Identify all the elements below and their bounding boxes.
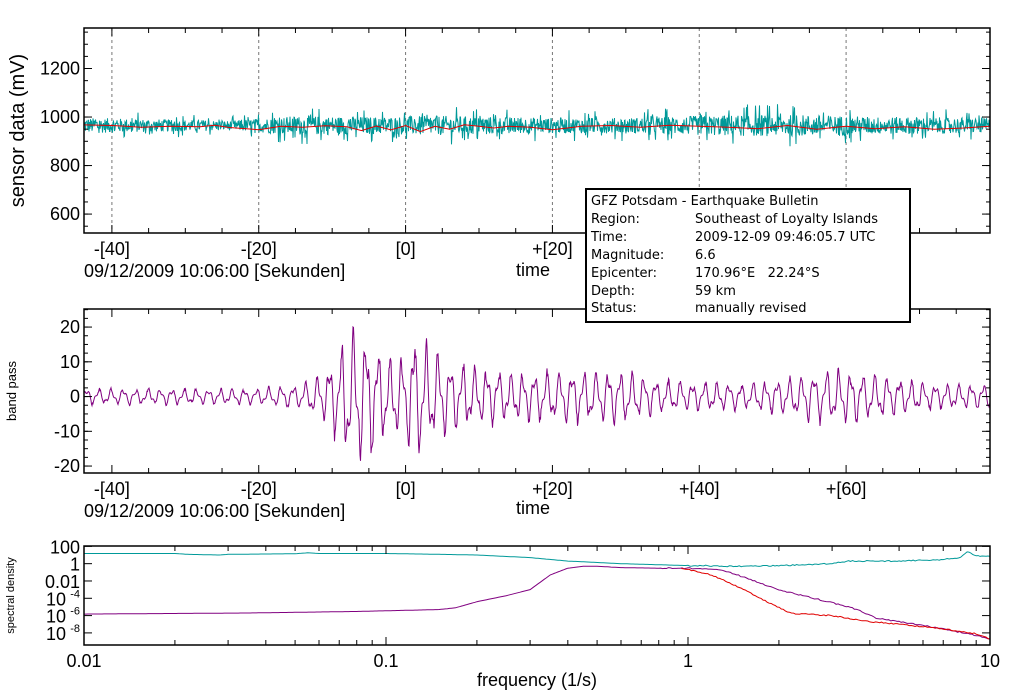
x-tick-label: +[20] bbox=[532, 479, 573, 499]
bulletin-key: Depth: bbox=[591, 283, 635, 299]
y-tick-label: -10 bbox=[54, 421, 80, 441]
y-tick-label: -20 bbox=[54, 456, 80, 476]
y-tick-label: 1000 bbox=[40, 107, 80, 127]
y-tick-label: 1 bbox=[70, 555, 80, 575]
x-tick-label: 0.1 bbox=[373, 651, 398, 671]
y-axis-label: spectral density bbox=[5, 557, 17, 634]
x-tick-label: -[40] bbox=[94, 239, 130, 259]
bulletin-value: 59 km bbox=[695, 283, 736, 299]
x-tick-label: -[20] bbox=[241, 479, 277, 499]
series-group bbox=[84, 551, 990, 640]
earthquake-bulletin-box: GFZ Potsdam - Earthquake Bulletin Region… bbox=[585, 188, 911, 323]
raw-sensor-panel: -[40] -[20] [0] +[20] 600 800 1000 1200 sensor d… bbox=[7, 27, 991, 281]
x-tick-label: [0] bbox=[396, 479, 416, 499]
x-axis-label: time bbox=[516, 260, 550, 280]
x-tick-label: [0] bbox=[396, 239, 416, 259]
y-tick-label-exponent: -6 bbox=[70, 606, 80, 618]
y-tick-label: 0.01 bbox=[45, 572, 80, 592]
date-label: 09/12/2009 10:06:00 [Sekunden] bbox=[84, 501, 345, 521]
plot-frame bbox=[83, 545, 991, 646]
bulletin-key: Region: bbox=[591, 211, 640, 227]
bulletin-value: 6.6 bbox=[695, 247, 716, 263]
y-tick-label: 0 bbox=[70, 387, 80, 407]
x-tick-label: 0.01 bbox=[66, 651, 101, 671]
x-axis-label: frequency (1/s) bbox=[477, 670, 597, 690]
plot-frame bbox=[83, 308, 991, 474]
x-tick-label: 1 bbox=[683, 651, 693, 671]
series-line-band-pass-spectrum bbox=[84, 565, 990, 640]
y-tick-label: 20 bbox=[60, 317, 80, 337]
x-tick-label: +[60] bbox=[826, 479, 867, 499]
bulletin-row-region: Region: Southeast of Loyalty Islands bbox=[591, 211, 909, 229]
series-line-band-pass bbox=[84, 325, 990, 461]
y-tick-label-exponent: -8 bbox=[70, 623, 80, 635]
y-tick-label-base: 10 bbox=[46, 607, 66, 627]
bulletin-key: Magnitude: bbox=[591, 247, 665, 263]
bulletin-row-time: Time: 2009-12-09 09:46:05.7 UTC bbox=[591, 229, 909, 247]
y-tick-label-base: 10 bbox=[46, 589, 66, 609]
bulletin-key: Time: bbox=[591, 229, 628, 245]
bulletin-row-depth: Depth: 59 km bbox=[591, 283, 909, 301]
series-line-filter-response bbox=[681, 568, 990, 640]
bulletin-value: Southeast of Loyalty Islands bbox=[695, 211, 879, 227]
y-tick-label: 1200 bbox=[40, 59, 80, 79]
y-tick-label-exponent: -4 bbox=[70, 588, 80, 600]
x-axis-label: time bbox=[516, 498, 550, 518]
x-tick-label: 10 bbox=[980, 651, 1000, 671]
series-line-raw-spectrum bbox=[84, 551, 990, 568]
x-tick-label: +[20] bbox=[532, 239, 573, 259]
y-tick-label: 800 bbox=[50, 156, 80, 176]
y-axis-label: band pass bbox=[4, 361, 19, 421]
y-tick-label-base: 10 bbox=[46, 624, 66, 644]
y-axis-label: sensor data (mV) bbox=[7, 54, 29, 207]
x-tick-label: +[40] bbox=[679, 479, 720, 499]
series-line-smoothed bbox=[84, 124, 990, 133]
y-tick-label: 600 bbox=[50, 204, 80, 224]
series-line-raw-signal bbox=[84, 104, 990, 147]
date-label: 09/12/2009 10:06:00 [Sekunden] bbox=[84, 261, 345, 281]
y-tick-label: 100 bbox=[50, 537, 80, 557]
x-tick-label: -[20] bbox=[241, 239, 277, 259]
band-pass-panel: -[40] -[20] [0] +[20] +[40] +[60] -20 -10 0 10 20 b… bbox=[4, 308, 991, 521]
bulletin-key: Epicenter: bbox=[591, 265, 658, 281]
bulletin-row-magnitude: Magnitude: 6.6 bbox=[591, 247, 909, 265]
bulletin-key: Status: bbox=[591, 301, 637, 317]
plot-frame bbox=[83, 27, 991, 234]
y-tick-label: 10 bbox=[60, 352, 80, 372]
bulletin-row-epicenter: Epicenter: 170.96°E 22.24°S bbox=[591, 265, 909, 283]
bulletin-row-status: Status: manually revised bbox=[591, 300, 909, 318]
series-group bbox=[84, 104, 990, 147]
bulletin-value: 2009-12-09 09:46:05.7 UTC bbox=[695, 229, 876, 245]
bulletin-value: 170.96°E 22.24°S bbox=[695, 265, 820, 281]
bulletin-title: GFZ Potsdam - Earthquake Bulletin bbox=[591, 194, 819, 209]
x-tick-label: -[40] bbox=[94, 479, 130, 499]
bulletin-value: manually revised bbox=[695, 301, 807, 317]
series-group bbox=[84, 325, 990, 461]
